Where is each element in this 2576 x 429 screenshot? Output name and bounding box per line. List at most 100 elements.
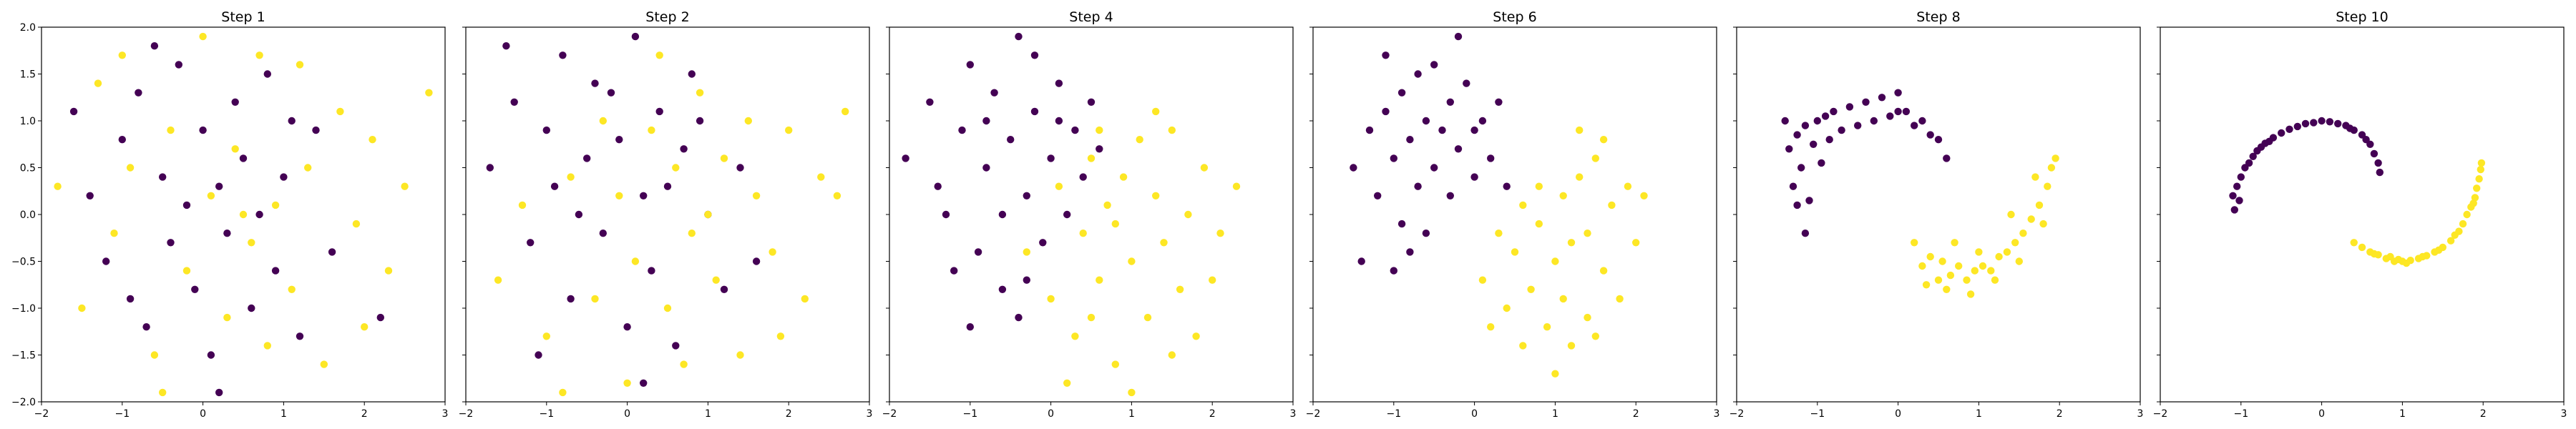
x-tick-label: 3 — [2561, 408, 2567, 420]
x-tick-label: 2 — [1209, 408, 1216, 420]
scatter-point — [966, 323, 975, 331]
scatter-point — [255, 51, 263, 59]
scatter-point — [1922, 281, 1931, 289]
scatter-point — [591, 79, 599, 87]
y-tick-label: 1.5 — [20, 69, 36, 81]
scatter-point — [1470, 126, 1478, 134]
scatter-point — [150, 41, 159, 50]
scatter-point — [1168, 126, 1176, 134]
x-tick-label: 3 — [1714, 408, 1720, 420]
scatter-point — [207, 351, 215, 359]
scatter-point — [1991, 276, 1999, 284]
scatter-point — [384, 267, 393, 275]
scatter-point — [2265, 137, 2273, 145]
panel-title: Step 8 — [1916, 9, 1960, 25]
scatter-point — [296, 61, 304, 69]
scatter-point — [1023, 192, 1031, 199]
scatter-point — [1406, 136, 1414, 144]
scatter-point — [2402, 259, 2411, 267]
scatter-point — [1096, 145, 1103, 153]
scatter-point — [663, 304, 672, 312]
scatter-point — [655, 51, 663, 59]
axes-frame — [1312, 26, 1717, 403]
scatter-point — [966, 61, 975, 69]
scatter-point — [1087, 154, 1096, 162]
scatter-point — [263, 70, 271, 78]
scatter-point — [631, 257, 640, 265]
scatter-point — [1071, 332, 1079, 340]
scatter-point — [352, 220, 361, 228]
scatter-point — [1801, 122, 1810, 129]
scatter-point — [336, 107, 344, 116]
scatter-point — [2285, 125, 2293, 133]
scatter-point — [1870, 117, 1878, 125]
scatter-point — [1430, 61, 1438, 69]
scatter-point — [2318, 117, 2326, 125]
x-tick-label: −2 — [34, 408, 49, 420]
scatter-point — [1152, 107, 1160, 116]
points-group — [1781, 89, 2059, 298]
x-tick-label: 1 — [2399, 408, 2406, 420]
scatter-point — [720, 154, 728, 162]
scatter-point — [1894, 89, 1902, 97]
scatter-point — [672, 164, 680, 172]
scatter-point — [1911, 122, 1918, 129]
scatter-point — [304, 164, 312, 172]
scatter-point — [1975, 248, 1983, 256]
scatter-point — [1781, 117, 1789, 125]
x-tick-label: 3 — [2137, 408, 2144, 420]
scatter-point — [1894, 107, 1902, 116]
scatter-point — [494, 276, 502, 284]
scatter-point — [126, 295, 135, 303]
scatter-point — [1934, 136, 1943, 144]
scatter-point — [199, 126, 207, 134]
scatter-point — [631, 32, 640, 41]
scatter-point — [2039, 220, 2047, 228]
scatter-point — [215, 182, 223, 190]
scatter-point — [1789, 182, 1797, 190]
y-tick-label: 0.5 — [20, 163, 36, 174]
scatter-point — [990, 89, 998, 97]
scatter-point — [1087, 313, 1096, 322]
scatter-point — [1063, 379, 1071, 387]
scatter-point — [1584, 230, 1591, 237]
scatter-point — [1446, 98, 1455, 106]
scatter-point — [769, 248, 776, 256]
x-tick-label: 1 — [1976, 408, 1982, 420]
scatter-point — [833, 192, 841, 199]
scatter-point — [1926, 252, 1934, 261]
scatter-point — [369, 136, 376, 144]
x-tick-label: 3 — [1290, 408, 1297, 420]
x-tick-label: −2 — [459, 408, 474, 420]
scatter-point — [1862, 98, 1870, 106]
scatter-point — [1128, 388, 1136, 397]
scatter-point — [2278, 129, 2285, 137]
points-group — [2229, 117, 2486, 267]
scatter-point — [2230, 206, 2238, 214]
scatter-point — [191, 285, 199, 293]
scatter-point — [1886, 112, 1894, 120]
scatter-point — [1519, 342, 1527, 350]
scatter-point — [361, 323, 369, 331]
scatter-point — [2386, 252, 2394, 261]
scatter-point — [1414, 70, 1422, 78]
scatter-point — [118, 136, 126, 144]
scatter-point — [1390, 267, 1398, 275]
scatter-point — [1365, 126, 1374, 134]
scatter-point — [1015, 32, 1023, 41]
scatter-point — [1951, 239, 1958, 247]
axes-frame — [465, 26, 870, 403]
scatter-point — [1055, 79, 1063, 87]
scatter-point — [1192, 332, 1200, 340]
scatter-point — [648, 267, 655, 275]
scatter-point — [2370, 250, 2379, 258]
panel-title: Step 1 — [221, 9, 265, 25]
scatter-point — [102, 257, 110, 265]
scatter-point — [1478, 117, 1487, 125]
x-tick-label: −1 — [2233, 408, 2248, 420]
scatter-point — [518, 201, 527, 209]
scatter-point — [1030, 51, 1039, 59]
scatter-point — [1576, 126, 1584, 134]
chart-panel: Step 8 −2 −1 0 1 2 3 — [1729, 9, 2144, 420]
